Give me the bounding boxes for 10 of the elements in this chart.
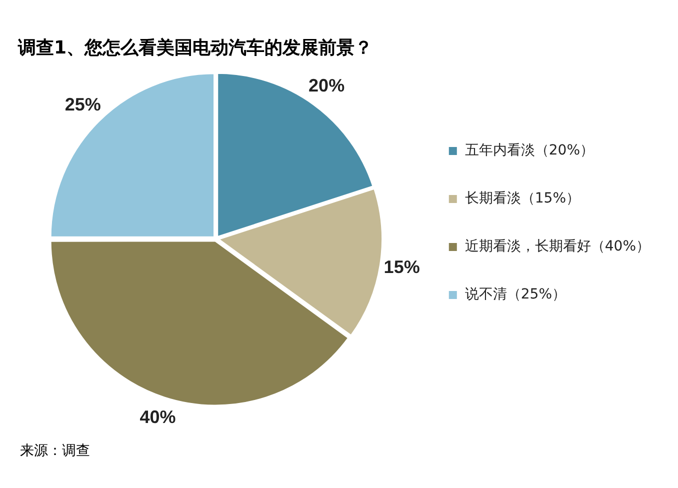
data-label: 20% — [308, 76, 345, 96]
source-note: 来源：调查 — [20, 442, 91, 460]
legend-label: 长期看淡（15%） — [464, 190, 580, 207]
data-label: 25% — [64, 94, 101, 115]
data-label: 40% — [140, 406, 176, 427]
legend-label: 说不清（25%） — [464, 286, 566, 303]
data-label: 15% — [384, 257, 420, 278]
chart-title: 调查1、您怎么看美国电动汽车的发展前景？ — [17, 37, 373, 58]
legend-label: 五年内看淡（20%） — [464, 142, 594, 159]
legend-label: 近期看淡，长期看好（40%） — [464, 238, 650, 255]
